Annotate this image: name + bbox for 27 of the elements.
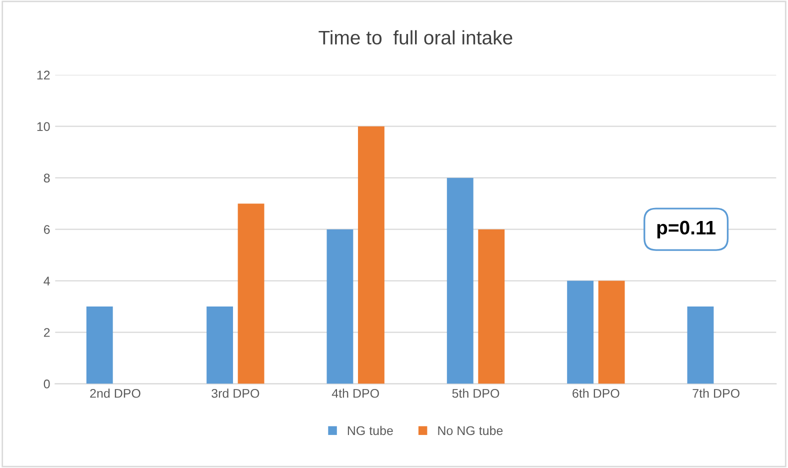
x-tick-label: 6th DPO (572, 388, 620, 398)
bar (326, 229, 354, 384)
legend-label: NG tube (348, 426, 393, 436)
y-tick-label: 0 (44, 380, 50, 388)
legend-label: No NG tube (438, 426, 503, 436)
y-tick-label: 12 (37, 70, 50, 80)
chart-title: Time to full oral intake (318, 30, 512, 45)
y-tick-label: 6 (44, 225, 50, 234)
x-tick-label: 7th DPO (692, 388, 740, 398)
y-tick-label: 10 (37, 122, 50, 132)
x-tick-label: 4th DPO (332, 388, 379, 398)
x-tick-label: 5th DPO (452, 388, 500, 398)
bar (238, 204, 264, 384)
bar (478, 229, 505, 384)
y-tick-label: 2 (44, 328, 50, 337)
bar (446, 178, 474, 384)
x-tick-label: 3rd DPO (212, 388, 260, 398)
bar (86, 306, 113, 384)
annotation: p=0.11 (657, 220, 716, 238)
y-tick-label: 4 (44, 276, 50, 286)
bar (567, 280, 594, 384)
bar (358, 126, 384, 384)
bar (598, 280, 625, 384)
x-tick-label: 2nd DPO (90, 388, 140, 398)
y-tick-label: 8 (44, 174, 50, 182)
bar (687, 306, 714, 384)
bar (206, 306, 234, 384)
